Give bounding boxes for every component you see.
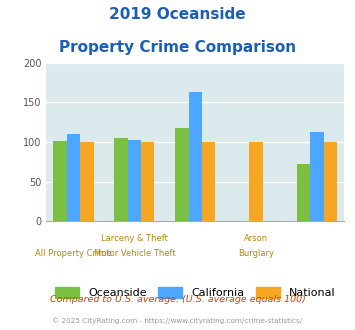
Bar [250, 142, 263, 221]
Bar [324, 142, 337, 221]
Bar [189, 92, 202, 221]
Bar [67, 134, 80, 221]
Bar [141, 142, 154, 221]
Bar [128, 140, 141, 221]
Text: Property Crime Comparison: Property Crime Comparison [59, 40, 296, 54]
Text: Arson: Arson [244, 234, 268, 243]
Bar [54, 141, 67, 221]
Text: Motor Vehicle Theft: Motor Vehicle Theft [94, 249, 175, 258]
Legend: Oceanside, California, National: Oceanside, California, National [55, 287, 335, 298]
Bar [310, 132, 324, 221]
Text: Burglary: Burglary [238, 249, 274, 258]
Text: 2019 Oceanside: 2019 Oceanside [109, 7, 246, 21]
Text: Larceny & Theft: Larceny & Theft [101, 234, 168, 243]
Text: Compared to U.S. average. (U.S. average equals 100): Compared to U.S. average. (U.S. average … [50, 295, 305, 304]
Bar [297, 164, 310, 221]
Bar [175, 128, 189, 221]
Bar [80, 142, 94, 221]
Text: All Property Crime: All Property Crime [35, 249, 112, 258]
Text: © 2025 CityRating.com - https://www.cityrating.com/crime-statistics/: © 2025 CityRating.com - https://www.city… [53, 317, 302, 324]
Bar [202, 142, 215, 221]
Bar [114, 138, 128, 221]
